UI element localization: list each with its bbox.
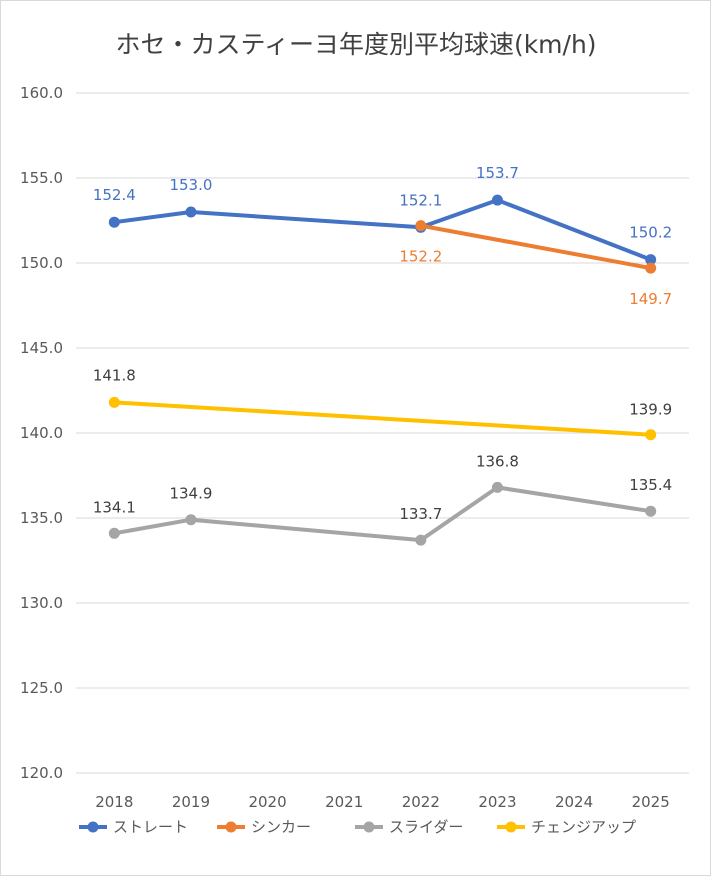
x-tick-label: 2021 xyxy=(325,793,363,811)
data-point xyxy=(491,481,503,493)
data-label: 152.2 xyxy=(399,248,442,266)
y-tick-label: 140.0 xyxy=(20,424,63,442)
data-point xyxy=(108,527,120,539)
x-tick-label: 2024 xyxy=(555,793,593,811)
legend-swatch-marker xyxy=(225,821,237,833)
data-label: 153.0 xyxy=(169,176,212,194)
x-tick-label: 2023 xyxy=(478,793,516,811)
data-point xyxy=(108,216,120,228)
legend-swatch-marker xyxy=(505,821,517,833)
y-tick-label: 155.0 xyxy=(20,169,63,187)
y-tick-label: 135.0 xyxy=(20,509,63,527)
legend-label: ストレート xyxy=(113,818,188,836)
data-label: 134.9 xyxy=(169,485,212,503)
data-label: 149.7 xyxy=(629,290,672,308)
x-tick-label: 2018 xyxy=(95,793,133,811)
data-point xyxy=(415,220,427,232)
data-point xyxy=(185,514,197,526)
data-label: 152.4 xyxy=(93,186,136,204)
data-label: 134.1 xyxy=(93,498,136,516)
x-tick-label: 2020 xyxy=(248,793,286,811)
data-point xyxy=(645,262,657,274)
x-axis-tick-labels: 2018 2019 2020 2021 2022 2023 2024 2025 xyxy=(95,793,670,811)
data-label: 150.2 xyxy=(629,224,672,242)
data-label: 141.8 xyxy=(93,366,136,384)
data-label: 136.8 xyxy=(476,452,519,470)
x-tick-label: 2022 xyxy=(402,793,440,811)
gridlines xyxy=(76,92,689,774)
legend-swatch-marker xyxy=(363,821,375,833)
legend: ストレート シンカー スライダー チェンジアップ xyxy=(79,818,636,836)
data-point xyxy=(185,206,197,218)
y-tick-label: 120.0 xyxy=(20,764,63,782)
data-point xyxy=(645,429,657,441)
data-label: 139.9 xyxy=(629,401,672,419)
data-point xyxy=(108,396,120,408)
legend-label: シンカー xyxy=(251,818,311,836)
y-tick-label: 130.0 xyxy=(20,594,63,612)
y-axis-tick-labels: 120.0 125.0 130.0 135.0 140.0 145.0 150.0 155.0… xyxy=(20,84,63,782)
legend-label: スライダー xyxy=(389,818,463,836)
series-line xyxy=(114,400,651,437)
data-label: 152.1 xyxy=(399,191,442,209)
y-tick-label: 125.0 xyxy=(20,679,63,697)
y-tick-label: 145.0 xyxy=(20,339,63,357)
x-tick-label: 2025 xyxy=(632,793,670,811)
y-tick-label: 150.0 xyxy=(20,254,63,272)
series-line xyxy=(420,223,652,271)
x-tick-label: 2019 xyxy=(172,793,210,811)
data-labels: 152.4 153.0 152.1 153.7 150.2 152.2 149.7 134.1… xyxy=(93,164,672,523)
data-point xyxy=(645,505,657,517)
data-point xyxy=(491,194,503,206)
legend-swatch-marker xyxy=(87,821,99,833)
legend-label: チェンジアップ xyxy=(531,818,636,836)
y-tick-label: 160.0 xyxy=(20,84,63,102)
chart-title: ホセ・カスティーヨ年度別平均球速(km/h) xyxy=(115,30,596,59)
data-label: 153.7 xyxy=(476,164,519,182)
series-group xyxy=(108,194,657,546)
data-label: 135.4 xyxy=(629,476,672,494)
data-label: 133.7 xyxy=(399,505,442,523)
data-point xyxy=(415,534,427,546)
data-point xyxy=(645,254,657,266)
